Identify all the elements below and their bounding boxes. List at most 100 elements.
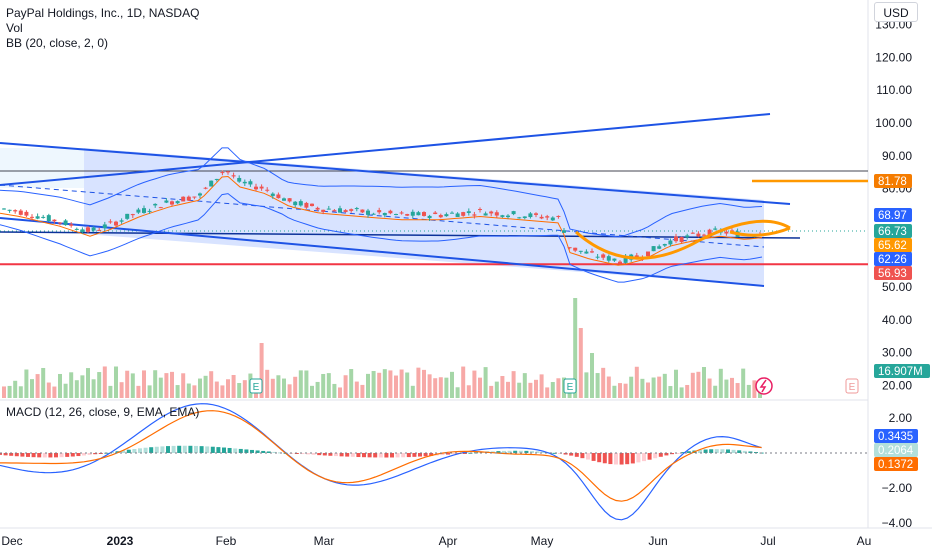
macd-histogram-bar [160,446,165,453]
candle-body [584,251,589,254]
price-badge-label: 68.97 [878,210,907,222]
volume-bar [326,373,331,398]
macd-histogram-bar [524,450,529,453]
time-axis-label: Dec [1,534,22,548]
candle-body [696,233,701,237]
dividend-icon[interactable] [755,377,773,395]
macd-histogram-bar [412,453,417,457]
macd-badge: 0.3435 [874,429,918,443]
candle-body [522,216,527,219]
symbol-title[interactable]: PayPal Holdings, Inc., 1D, NASDAQ [6,6,200,20]
macd-histogram-bar [630,453,635,464]
macd-histogram-bar [250,449,254,453]
trend-line-lower[interactable] [0,217,765,287]
candle-body [534,213,538,215]
macd-histogram-bar [356,453,361,458]
macd-histogram-bar [698,449,702,453]
candle-body [276,194,281,199]
time-axis[interactable]: Dec 2023 Feb Mar Apr May Jun Jul Au [1,534,871,548]
volume-bar [668,386,673,398]
candle-body [567,247,572,249]
volume-bar [724,379,729,398]
macd-histogram-bar [76,453,81,457]
candle-body [349,209,354,211]
indicator-bb[interactable]: BB (20, close, 2, 0) [6,36,109,50]
volume-bar [114,366,118,398]
macd-histogram-bar [143,447,148,453]
future-earnings-marker[interactable]: E [845,378,859,394]
time-axis-label: Jun [648,534,667,548]
trend-line-upper[interactable] [0,142,791,205]
volume-bar [170,371,174,398]
volume-bar [528,382,533,398]
macd-histogram-bar [726,449,730,453]
candle-body [545,216,550,218]
macd-histogram-bar [110,451,114,453]
macd-pane[interactable] [0,403,868,521]
candle-body [556,215,561,217]
candle-body [164,200,169,203]
price-badge-label: 65.62 [878,240,907,252]
volume-bar [270,378,275,398]
candle-body [298,201,303,206]
earnings-marker[interactable]: E [249,378,263,394]
macd-axis-tick: −4.00 [882,516,913,530]
candle-body [707,229,712,237]
macd-histogram-bar [216,447,221,453]
earnings-box[interactable] [249,378,263,394]
volume-bar [231,374,236,398]
candle-body [517,217,522,219]
indicator-macd[interactable]: MACD (12, 26, close, 9, EMA, EMA) [6,405,200,419]
volume-bar [74,380,79,398]
volume-bar [58,373,62,398]
candle-body [506,215,510,218]
earnings-box[interactable] [563,378,577,394]
handle-curve[interactable] [729,226,791,237]
candle-body [338,208,342,213]
candle-body [35,216,40,219]
volume-bar [366,373,370,398]
volume-bar [209,371,214,398]
candle-body [500,215,505,217]
macd-histogram-bar [9,453,14,456]
trend-line-mid[interactable] [0,184,765,248]
volume-bar [130,373,135,398]
price-axis-tick: 110.00 [876,83,912,97]
earnings-box[interactable] [845,378,859,394]
candle-body [315,207,320,210]
candle-body [657,246,662,249]
volume-bar [618,383,622,398]
candle-body [125,213,130,219]
volume-bar [500,376,505,398]
volume-bar [69,372,74,398]
macd-histogram-bar [272,451,277,453]
candle-body [130,214,135,216]
currency-selector[interactable]: USD [874,2,918,22]
time-axis-label: Jul [760,534,775,548]
earnings-marker[interactable]: E [563,378,577,394]
candle-body [360,209,365,213]
macd-badge-box [874,429,918,443]
trend-line-rising[interactable] [0,113,771,186]
candle-body [489,211,494,214]
candle-body [46,215,51,222]
macd-badge: 0.1372 [874,457,918,471]
candle-body [466,211,471,213]
volume-bar [718,368,723,398]
macd-histogram-bar [132,448,137,453]
macd-histogram-bar [507,450,512,453]
price-badge-box [874,238,912,252]
macd-histogram-bar [602,453,607,464]
rounding-bottom-curve[interactable] [575,219,791,260]
indicator-vol[interactable]: Vol [6,21,23,35]
candle-body [326,208,331,210]
volume-bar [41,367,46,398]
macd-histogram-bar [406,453,411,458]
horizontal-line[interactable] [0,231,801,239]
price-axis-tick: 40.00 [882,313,912,327]
macd-histogram-bar [446,453,450,455]
macd-line [0,403,762,521]
candle-body [265,189,270,191]
